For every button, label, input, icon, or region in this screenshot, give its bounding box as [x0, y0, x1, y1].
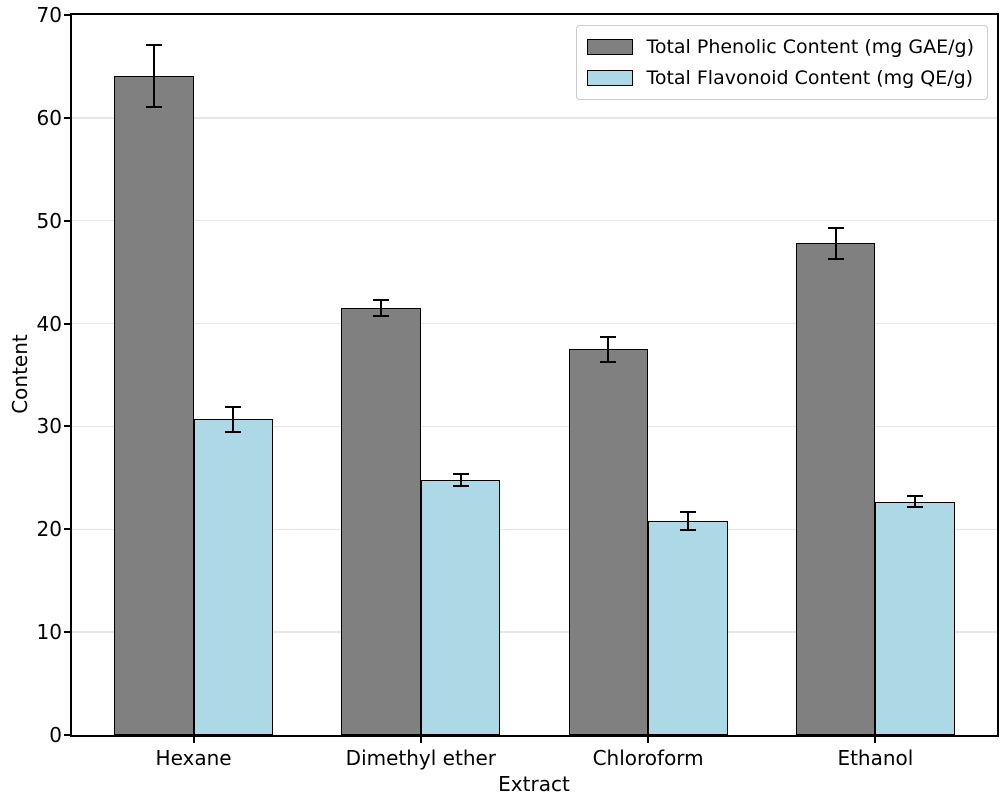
y-axis-tick: [64, 322, 70, 325]
error-bar-cap-bottom: [679, 529, 696, 532]
legend-entry-phenolic: Total Phenolic Content (mg GAE/g): [587, 35, 974, 59]
error-bar: [607, 336, 610, 362]
gridline: [72, 631, 997, 633]
y-tick-label: 0: [49, 723, 62, 747]
x-axis-tick: [874, 737, 877, 743]
legend: Total Phenolic Content (mg GAE/g) Total …: [576, 25, 988, 100]
error-bar-cap-top: [373, 298, 390, 301]
y-axis-title: Content: [8, 334, 32, 414]
bar: [648, 521, 728, 735]
error-bar-cap-top: [827, 226, 844, 229]
y-tick-label: 20: [36, 517, 62, 542]
error-bar: [686, 511, 689, 531]
y-tick-label: 50: [36, 208, 62, 233]
error-bar-cap-top: [452, 472, 469, 475]
x-tick-label: Dimethyl ether: [345, 746, 497, 770]
y-tick-label: 70: [36, 3, 62, 27]
error-bar-cap-bottom: [907, 505, 924, 508]
x-tick-label: Ethanol: [837, 746, 914, 770]
error-bar-cap-bottom: [145, 105, 162, 108]
legend-entry-flavonoid: Total Flavonoid Content (mg QE/g): [587, 66, 974, 90]
y-axis-tick: [64, 219, 70, 222]
y-tick-label: 60: [36, 105, 62, 130]
x-axis-tick: [647, 737, 650, 743]
y-axis-tick: [64, 631, 70, 634]
y-tick-label: 10: [36, 620, 62, 645]
legend-swatch-flavonoid: [587, 70, 634, 86]
error-bar-cap-top: [679, 510, 696, 513]
bar: [114, 75, 194, 735]
error-bar-cap-bottom: [373, 315, 390, 318]
error-bar-cap-top: [907, 495, 924, 498]
x-axis-tick: [192, 737, 195, 743]
y-tick-label: 30: [36, 414, 62, 439]
bar: [568, 349, 649, 735]
error-bar-cap-bottom: [225, 430, 242, 433]
gridline: [72, 322, 997, 325]
error-bar: [232, 406, 235, 432]
error-bar-cap-top: [145, 43, 162, 46]
gridline: [72, 117, 997, 119]
x-axis-tick: [419, 737, 422, 743]
x-tick-label: Chloroform: [592, 746, 704, 770]
gridline: [72, 528, 997, 531]
x-axis-title: Extract: [498, 772, 570, 796]
error-bar-cap-top: [600, 335, 617, 338]
error-bar-cap-top: [225, 405, 242, 408]
error-bar: [380, 299, 383, 317]
bar: [420, 479, 501, 735]
gridline: [72, 219, 997, 222]
error-bar: [459, 473, 462, 487]
error-bar-cap-bottom: [600, 360, 617, 363]
bar: [875, 501, 955, 735]
error-bar-cap-bottom: [827, 257, 844, 260]
y-tick-label: 40: [36, 311, 62, 336]
error-bar: [152, 44, 155, 107]
bar: [341, 308, 421, 735]
legend-label-flavonoid: Total Flavonoid Content (mg QE/g): [646, 67, 974, 89]
y-axis-tick: [64, 528, 70, 531]
y-axis-tick: [64, 14, 70, 16]
gridline: [72, 425, 997, 428]
y-axis-tick: [64, 116, 70, 119]
y-axis-tick: [64, 734, 70, 736]
error-bar: [914, 496, 917, 507]
plot-area: [70, 13, 999, 737]
bar: [193, 419, 274, 735]
legend-label-phenolic: Total Phenolic Content (mg GAE/g): [646, 36, 974, 58]
error-bar: [834, 227, 837, 259]
bar: [795, 243, 876, 735]
x-tick-label: Hexane: [155, 746, 232, 770]
y-axis-tick: [64, 425, 70, 428]
error-bar-cap-bottom: [452, 485, 469, 488]
legend-swatch-phenolic: [587, 39, 634, 55]
